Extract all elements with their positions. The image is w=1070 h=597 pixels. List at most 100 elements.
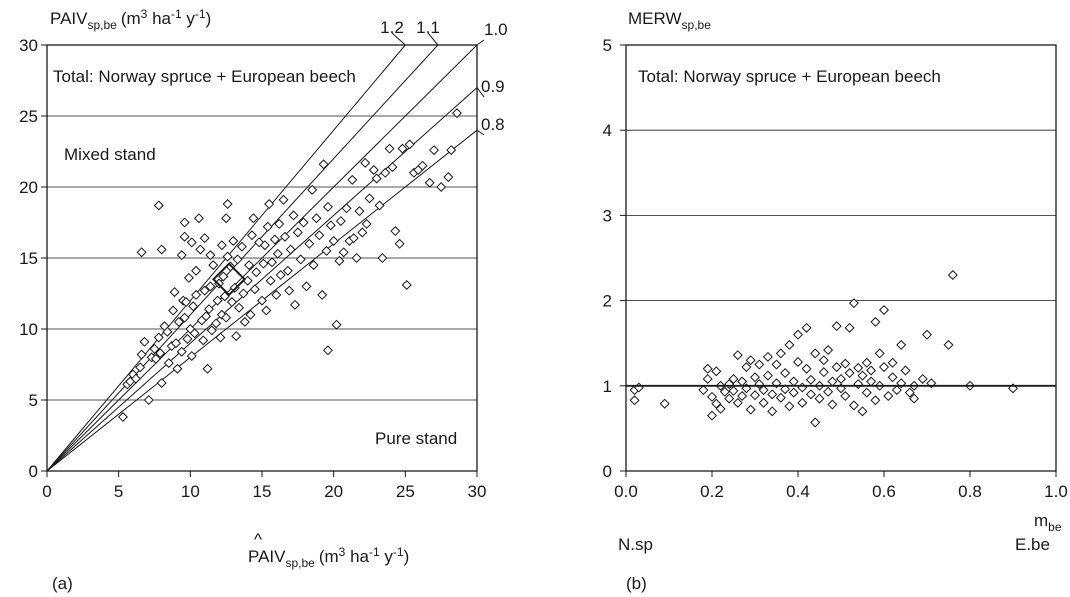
- b-point: [853, 379, 864, 390]
- b-plot-frame: [625, 44, 1057, 472]
- a-point: [288, 210, 299, 221]
- a-point: [216, 240, 227, 251]
- a-point: [244, 260, 255, 271]
- a-point: [179, 312, 190, 323]
- b-point: [775, 348, 786, 359]
- a-point: [401, 279, 412, 290]
- b-point: [848, 400, 859, 411]
- a-point: [221, 213, 232, 224]
- b-point: [788, 387, 799, 398]
- a-point: [168, 305, 179, 316]
- a-total-annotation: Total: Norway spruce + European beech: [53, 67, 356, 86]
- a-x-tick-label: 20: [324, 482, 343, 501]
- b-x-axis-title: mbe: [1034, 511, 1062, 534]
- a-point: [265, 275, 276, 286]
- a-point: [195, 244, 206, 255]
- a-point: [208, 260, 219, 271]
- b-point: [943, 339, 954, 350]
- a-point: [267, 257, 278, 268]
- a-mean-marker: [212, 262, 247, 297]
- a-y-tick-label: 25: [19, 107, 38, 126]
- a-x-tick-label: 0: [42, 482, 51, 501]
- b-point: [818, 367, 829, 378]
- a-point: [172, 363, 183, 374]
- a-point: [318, 159, 329, 170]
- a-x-axis-title: PAIVsp,be (m3 ha-1 y-1): [248, 545, 409, 570]
- a-point: [278, 194, 289, 205]
- a-point: [338, 247, 349, 258]
- a-point: [446, 145, 457, 156]
- a-slope-label-1.0: 1.0: [484, 20, 508, 39]
- a-point: [317, 289, 328, 300]
- b-point: [711, 398, 722, 409]
- a-point: [304, 238, 315, 249]
- a-y-axis-title: PAIVsp,be (m3 ha-1 y-1): [50, 7, 211, 32]
- a-y-tick-label: 15: [19, 249, 38, 268]
- a-x-tick-label: 25: [396, 482, 415, 501]
- b-point: [805, 374, 816, 385]
- b-point: [767, 389, 778, 400]
- a-point: [135, 362, 146, 373]
- a-point: [186, 237, 197, 248]
- b-point: [827, 376, 838, 387]
- b-point: [784, 401, 795, 412]
- a-point: [384, 143, 395, 154]
- b-point: [762, 351, 773, 362]
- a-point: [150, 353, 161, 364]
- a-point: [155, 348, 166, 359]
- a-point: [206, 325, 217, 336]
- a-points: [117, 108, 462, 423]
- b-point: [749, 390, 761, 401]
- b-y-tick-label: 3: [603, 206, 612, 225]
- b-point: [702, 363, 713, 374]
- a-point: [205, 281, 216, 292]
- a-point: [149, 343, 160, 354]
- a-point: [364, 193, 375, 204]
- b-y-tick-label: 5: [603, 36, 612, 55]
- b-point: [715, 403, 726, 414]
- b-point: [784, 339, 795, 350]
- b-point: [762, 370, 773, 381]
- a-point: [322, 345, 333, 356]
- a-y-tick-label: 0: [29, 462, 38, 481]
- a-point: [202, 363, 213, 374]
- panel-b: 0 1 2 3 4 5 0.0 0.2 0.4 0.6 0.8 1.0 MERWsp,be Tota…: [603, 9, 1068, 593]
- a-point: [275, 270, 286, 281]
- b-y-tick-label: 0: [603, 462, 612, 481]
- b-point: [771, 359, 782, 370]
- a-slope-leader-0.8: [476, 129, 485, 136]
- a-point: [436, 181, 447, 193]
- a-y-tick-label: 5: [29, 391, 38, 410]
- a-point: [228, 235, 239, 246]
- b-point: [831, 321, 842, 332]
- b-point: [810, 348, 821, 359]
- a-point: [205, 250, 216, 261]
- a-point: [334, 255, 345, 266]
- b-point: [883, 391, 894, 402]
- a-point: [203, 304, 214, 315]
- a-point: [176, 250, 187, 261]
- a-point: [234, 302, 245, 313]
- a-point: [231, 331, 242, 342]
- b-point: [857, 370, 868, 381]
- b-point: [917, 373, 928, 384]
- b-panel-label: (b): [626, 574, 647, 593]
- a-point: [397, 143, 408, 154]
- a-point: [258, 258, 269, 269]
- a-point: [390, 226, 401, 237]
- a-point: [428, 145, 440, 156]
- a-point: [451, 108, 462, 119]
- a-point: [245, 309, 256, 320]
- a-point: [311, 213, 322, 224]
- a-slope-line-1.0: [46, 44, 478, 472]
- a-point: [169, 287, 180, 298]
- a-reference-lines: [46, 32, 485, 472]
- a-point: [163, 358, 174, 369]
- b-point: [745, 355, 756, 366]
- a-point: [182, 333, 193, 344]
- a-point: [394, 238, 405, 249]
- a-point: [380, 167, 391, 178]
- b-total-annotation: Total: Norway spruce + European beech: [638, 67, 941, 86]
- a-point: [424, 177, 435, 188]
- a-point: [199, 233, 210, 244]
